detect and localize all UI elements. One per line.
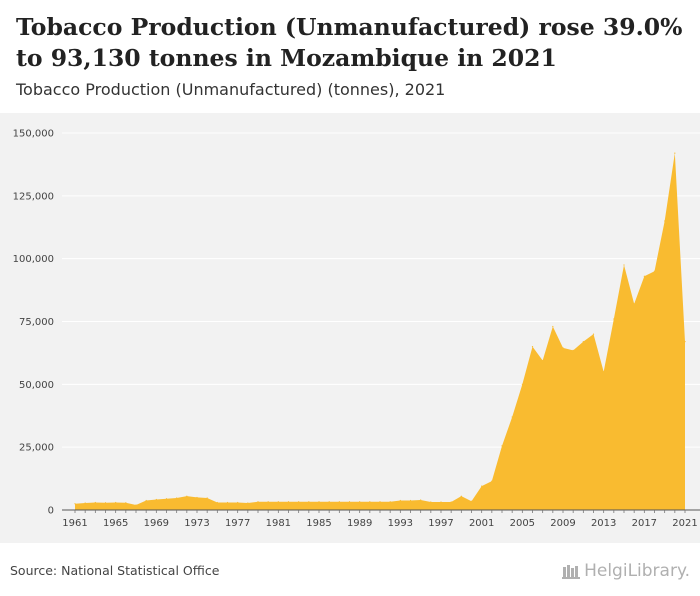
data-point <box>369 501 371 503</box>
data-point <box>460 495 462 497</box>
source-note: Source: National Statistical Office <box>10 563 220 578</box>
y-tick-label: 50,000 <box>19 380 54 391</box>
data-point <box>277 501 279 503</box>
data-point <box>176 497 178 499</box>
data-point <box>226 501 229 504</box>
x-tick-label: 2005 <box>510 518 535 529</box>
x-tick-label: 1977 <box>225 518 250 529</box>
x-tick-label: 2021 <box>672 518 697 529</box>
x-tick-label: 2001 <box>469 518 494 529</box>
x-tick-label: 2013 <box>591 518 616 529</box>
y-tick-label: 100,000 <box>13 254 54 265</box>
data-point <box>74 503 76 505</box>
x-tick-label: 2017 <box>632 518 657 529</box>
data-point <box>359 501 361 503</box>
x-tick-label: 1961 <box>62 518 87 529</box>
data-point <box>247 502 249 504</box>
data-point <box>84 502 86 504</box>
x-tick-label: 1965 <box>103 518 128 529</box>
y-axis: 0 25,000 50,000 75,000 100,000 125,000 150,000 <box>13 129 54 517</box>
y-tick-label: 0 <box>48 506 54 517</box>
data-point <box>531 346 534 348</box>
data-point <box>216 501 218 504</box>
data-point <box>501 445 503 447</box>
data-point <box>440 501 442 503</box>
library-building-icon <box>562 565 581 579</box>
chart-subtitle: Tobacco Production (Unmanufactured) (ton… <box>16 80 446 99</box>
x-tick-label: 2009 <box>550 518 575 529</box>
data-point <box>542 359 544 362</box>
data-point <box>155 498 157 501</box>
area-chart: 0 25,000 50,000 75,000 100,000 125,000 150,000… <box>13 129 700 529</box>
data-point <box>481 485 483 487</box>
brand-name: HelgiLibrary. <box>584 561 690 581</box>
data-point <box>653 270 656 272</box>
x-tick-label: 1997 <box>428 518 453 529</box>
data-point <box>613 318 615 320</box>
data-point <box>298 501 300 503</box>
data-point <box>287 501 290 503</box>
data-point <box>450 501 452 503</box>
data-point <box>389 501 391 503</box>
data-point <box>420 499 422 501</box>
data-point <box>521 383 523 385</box>
y-tick-label: 150,000 <box>13 129 54 140</box>
data-point <box>257 501 259 503</box>
data-point <box>237 501 239 504</box>
gridlines <box>62 132 700 448</box>
x-axis: 1961 1965 1969 1973 1977 1981 1985 1989 1993 1997… <box>62 509 700 529</box>
data-point <box>643 275 645 277</box>
data-point <box>633 303 635 305</box>
data-point <box>206 497 208 499</box>
series-area <box>74 152 686 511</box>
data-point <box>592 333 595 335</box>
y-tick-label: 25,000 <box>19 443 54 454</box>
data-point <box>603 371 605 373</box>
data-point <box>399 499 401 502</box>
data-point <box>328 501 330 503</box>
x-tick-label: 1969 <box>144 518 169 529</box>
data-point <box>125 502 127 504</box>
data-point <box>115 501 117 504</box>
data-point <box>379 501 381 503</box>
data-point <box>582 341 584 343</box>
x-tick-label: 1989 <box>347 518 372 529</box>
data-point <box>552 325 554 328</box>
data-point <box>318 501 320 503</box>
brand-logo[interactable]: HelgiLibrary. <box>562 561 690 581</box>
data-point <box>145 499 147 502</box>
data-point <box>470 500 473 502</box>
x-tick-label: 1981 <box>266 518 291 529</box>
data-point <box>623 264 625 266</box>
data-point <box>664 220 666 222</box>
data-point <box>135 504 137 506</box>
chart-title: Tobacco Production (Unmanufactured) rose… <box>16 13 683 72</box>
data-point <box>572 349 574 351</box>
y-tick-label: 75,000 <box>19 317 54 328</box>
data-point <box>338 501 340 503</box>
y-tick-label: 125,000 <box>13 191 54 202</box>
data-point <box>491 480 493 482</box>
data-point <box>196 496 198 499</box>
x-tick-label: 1973 <box>184 518 209 529</box>
data-point <box>562 347 564 349</box>
data-point <box>308 501 310 503</box>
data-point <box>430 501 432 503</box>
data-point <box>409 499 412 502</box>
data-point <box>674 152 676 154</box>
area-series <box>75 153 685 511</box>
x-tick-label: 1993 <box>388 518 413 529</box>
data-point <box>267 501 269 503</box>
data-point <box>348 501 351 503</box>
data-point <box>511 416 513 418</box>
x-tick-label: 1985 <box>306 518 331 529</box>
data-point <box>94 501 96 504</box>
data-point <box>186 495 188 497</box>
data-point <box>104 502 107 504</box>
data-point <box>165 498 168 500</box>
data-point <box>684 341 686 343</box>
